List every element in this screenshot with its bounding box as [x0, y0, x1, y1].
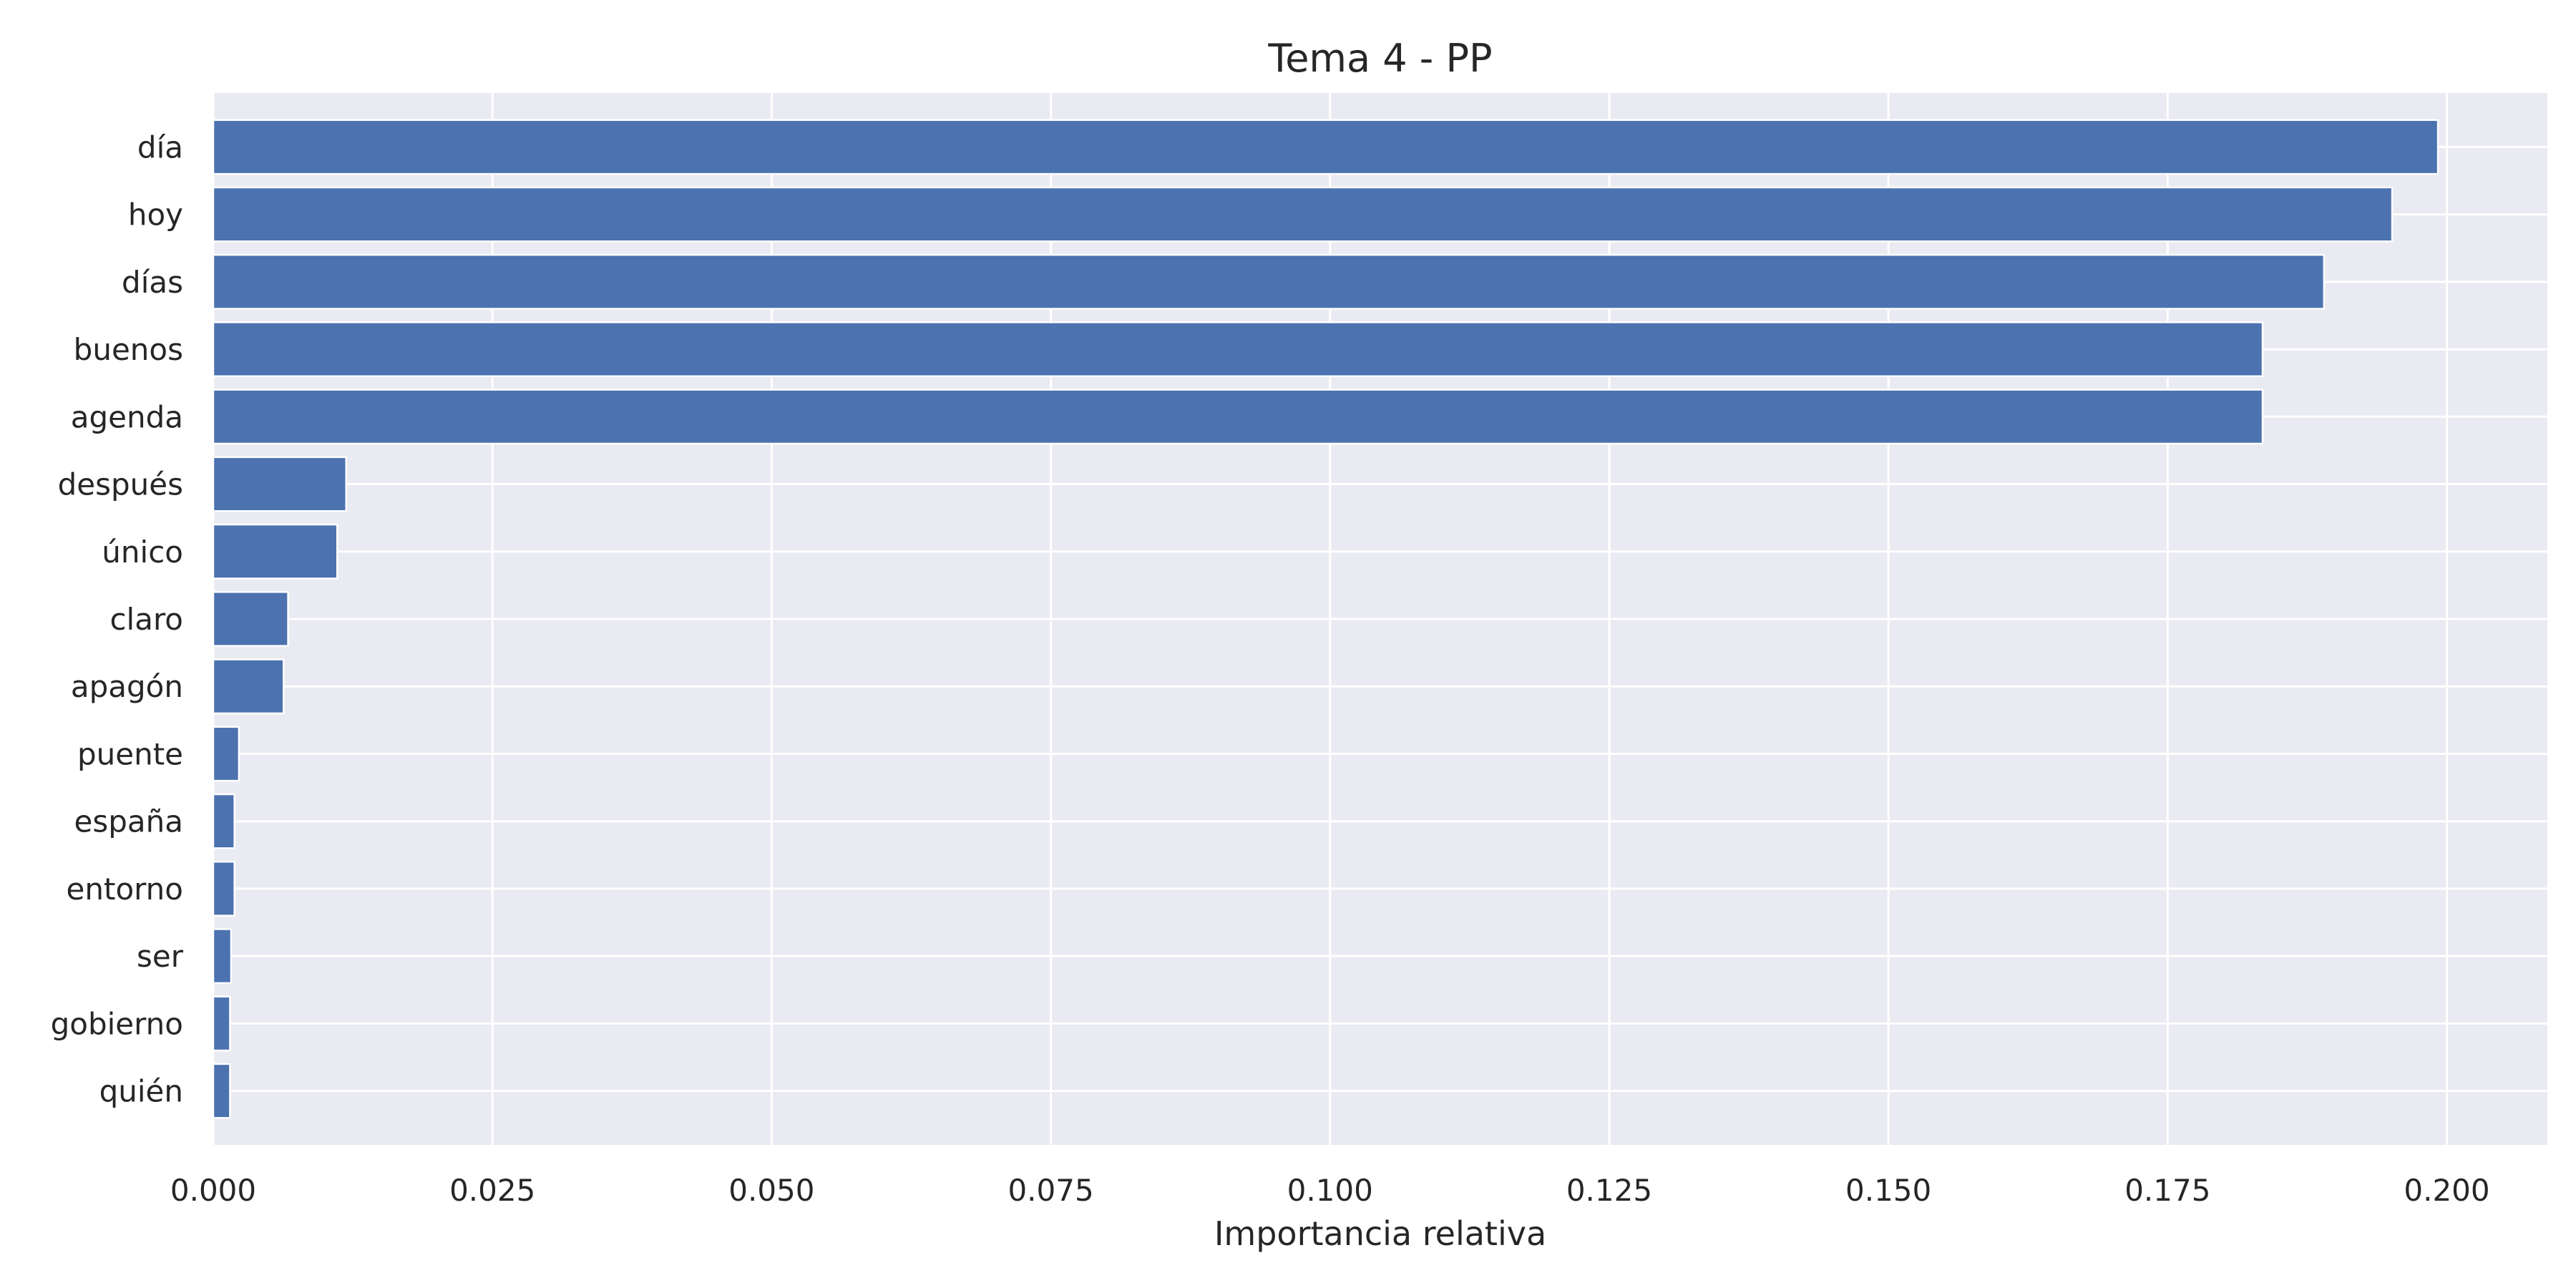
y-tick-label: claro [109, 602, 183, 637]
bar-1 [212, 119, 2439, 175]
x-tick-label: 0.000 [170, 1173, 256, 1208]
y-tick-label: días [122, 265, 183, 300]
y-tick-label: después [58, 467, 183, 502]
x-tick-label: 0.025 [449, 1173, 535, 1208]
x-tick-label: 0.200 [2404, 1173, 2489, 1208]
bar-7 [212, 523, 338, 580]
y-tick-label: gobierno [51, 1006, 183, 1041]
y-tick-label: apagón [71, 669, 183, 704]
y-tick-label: hoy [128, 197, 183, 233]
y-tick-label: día [137, 130, 183, 165]
x-tick-label: 0.125 [1566, 1173, 1652, 1208]
x-tick-label: 0.150 [1845, 1173, 1931, 1208]
y-tick-label: quién [99, 1074, 183, 1109]
y-tick-label: agenda [71, 399, 183, 434]
y-tick-label: entorno [67, 872, 183, 907]
y-tick-label: españa [74, 804, 183, 839]
bar-3 [212, 253, 2326, 310]
bars [212, 119, 2439, 1119]
bar-9 [212, 658, 285, 715]
x-axis-label: Importancia relativa [1214, 1214, 1546, 1253]
bar-10 [212, 726, 240, 782]
chart-title: Tema 4 - PP [1267, 36, 1492, 81]
bar-8 [212, 591, 289, 647]
y-tick-label: único [102, 535, 183, 570]
x-tick-label: 0.050 [728, 1173, 814, 1208]
y-tick-label: buenos [74, 332, 183, 367]
x-tick-label: 0.175 [2124, 1173, 2210, 1208]
bar-12 [212, 860, 235, 917]
y-tick-labels: día hoy días buenos agenda después único claro a… [51, 130, 184, 1108]
x-tick-label: 0.075 [1008, 1173, 1093, 1208]
bar-6 [212, 456, 347, 512]
x-tick-label: 0.100 [1287, 1173, 1373, 1208]
bar-4 [212, 321, 2264, 378]
bar-15 [212, 1063, 231, 1119]
bar-5 [212, 389, 2264, 445]
y-tick-label: ser [137, 939, 184, 974]
bar-14 [212, 995, 231, 1052]
x-tick-labels: 0.000 0.025 0.050 0.075 0.100 0.125 0.150 0.175… [170, 1173, 2490, 1208]
bar-2 [212, 186, 2394, 243]
y-tick-label: puente [77, 736, 183, 771]
bar-11 [212, 793, 235, 849]
bar-13 [212, 928, 233, 985]
